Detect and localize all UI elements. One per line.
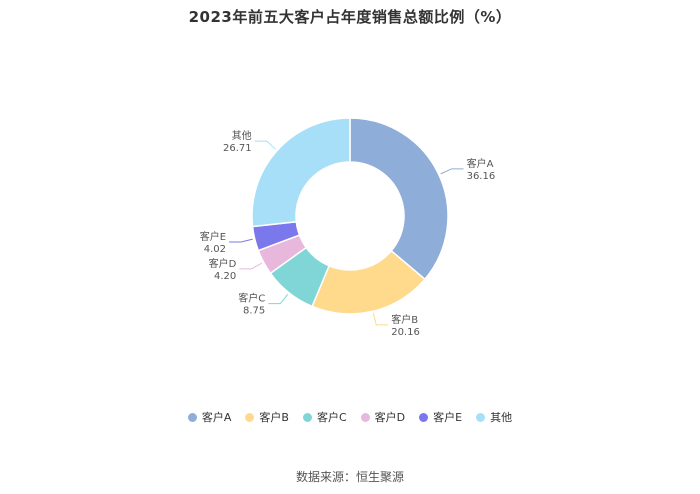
- legend-label: 客户E: [433, 411, 463, 424]
- slice-label-name: 客户D: [209, 257, 237, 270]
- slice-label-value: 4.20: [214, 271, 236, 282]
- slice-label-value: 8.75: [243, 306, 265, 317]
- leader-line: [239, 262, 263, 270]
- leader-line: [254, 140, 276, 150]
- slice-label-value: 4.02: [204, 244, 226, 255]
- data-source-note: 数据来源：恒生聚源: [295, 470, 404, 484]
- leader-line: [440, 168, 464, 175]
- legend-item[interactable]: 客户B: [245, 409, 289, 425]
- legend-label: 其他: [490, 411, 513, 424]
- slice-label-value: 20.16: [391, 327, 420, 338]
- slice-label-name: 客户A: [467, 157, 494, 170]
- slice-label-name: 客户C: [238, 292, 265, 305]
- legend-marker: [419, 412, 429, 422]
- slice-label-name: 客户E: [200, 230, 226, 243]
- legend-marker: [476, 412, 486, 422]
- donut-slice: [349, 117, 449, 281]
- legend-marker: [302, 412, 312, 422]
- slice-label-value: 36.16: [467, 171, 496, 182]
- legend-marker: [187, 412, 197, 422]
- legend-label: 客户D: [374, 411, 406, 424]
- legend-item[interactable]: 客户D: [360, 409, 406, 425]
- legend-item[interactable]: 其他: [476, 409, 512, 425]
- legend-label: 客户C: [316, 411, 347, 424]
- legend-item[interactable]: 客户C: [302, 409, 347, 425]
- leader-line: [372, 313, 389, 326]
- donut-slice: [251, 117, 351, 228]
- legend-item[interactable]: 客户E: [419, 409, 462, 425]
- chart-title: 2023年前五大客户占年度销售总额比例（%）: [188, 8, 512, 26]
- legend-item[interactable]: 客户A: [187, 409, 232, 425]
- legend-marker: [245, 412, 255, 422]
- slice-label-name: 其他: [232, 129, 252, 142]
- legend-marker: [360, 412, 370, 422]
- chart-legend: 客户A 客户B 客户C 客户D 客户E 其他: [0, 409, 700, 425]
- leader-line: [268, 293, 289, 305]
- legend-label: 客户B: [259, 411, 289, 424]
- leader-line: [229, 238, 253, 243]
- slice-label-name: 客户B: [391, 313, 418, 326]
- legend-label: 客户A: [201, 411, 232, 424]
- slice-label-value: 26.71: [223, 143, 252, 154]
